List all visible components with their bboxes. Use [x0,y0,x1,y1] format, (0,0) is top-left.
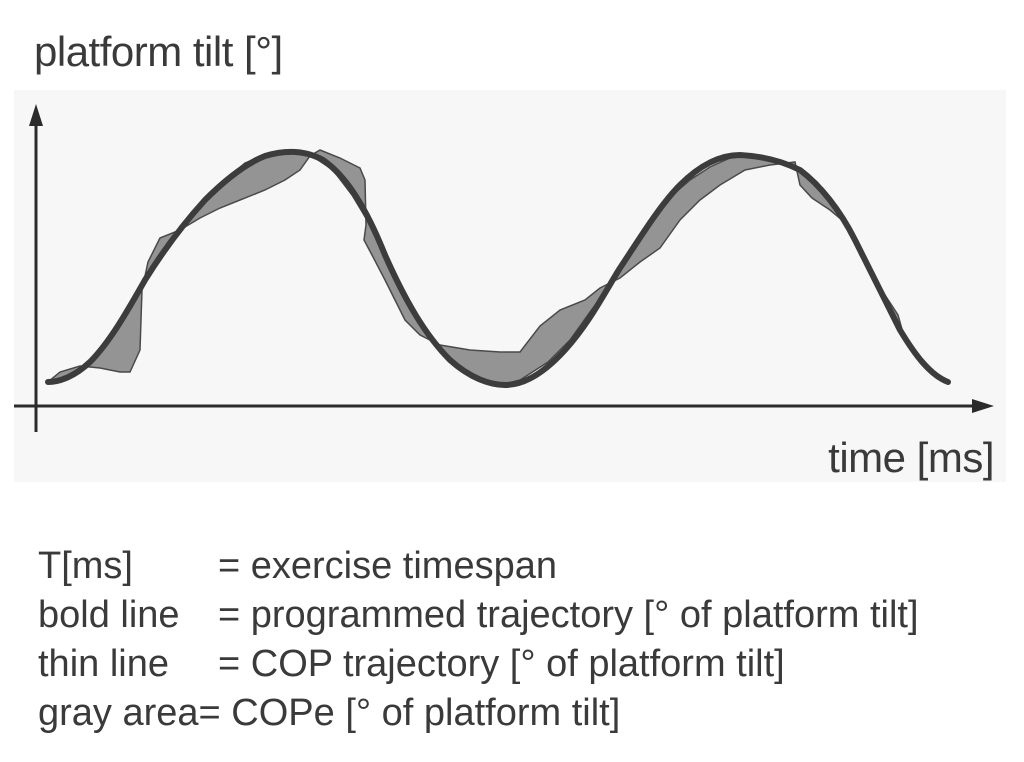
legend-term: bold line [38,594,180,636]
legend-term: gray area [38,692,199,734]
legend: T[ms] = exercise timespan bold line = pr… [38,542,919,738]
legend-row-timespan: T[ms] = exercise timespan [38,542,919,591]
legend-description: = programmed trajectory [° of platform t… [218,594,919,636]
cope-gray-area [45,149,949,386]
y-axis-arrowhead [29,104,43,126]
legend-term: thin line [38,643,169,685]
legend-description: = COP trajectory [° of platform tilt] [218,643,785,685]
legend-description: = COPe [° of platform tilt] [198,692,621,734]
legend-term: T[ms] [38,545,133,587]
legend-row-bold-line: bold line = programmed trajectory [° of … [38,591,919,640]
x-axis-label: time [ms] [828,434,994,481]
x-axis-arrowhead [972,399,994,413]
legend-row-gray-area: gray area = COPe [° of platform tilt] [38,689,919,738]
tilt-plot [14,104,994,432]
programmed-trajectory-line [45,148,951,388]
y-axis-label: platform tilt [°] [34,28,283,75]
plot-background [14,90,1006,482]
figure: platform tilt [°] time [ms] [14,28,1006,482]
legend-description: = exercise timespan [218,545,557,587]
legend-row-thin-line: thin line = COP trajectory [° of platfor… [38,640,919,689]
